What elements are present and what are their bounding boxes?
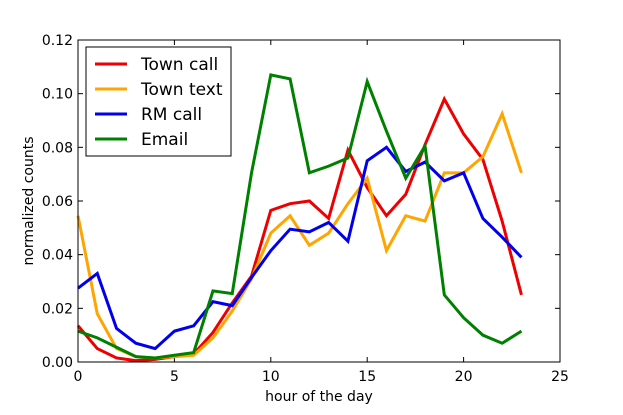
- series-line-rm-call: [77, 145, 523, 351]
- x-axis-label: hour of the day: [265, 389, 373, 405]
- legend: Town call Town text RM call Email: [85, 46, 232, 157]
- series-line-town-call: [76, 95, 523, 363]
- legend-label-town-call: Town call: [140, 55, 218, 75]
- x-tick-label: 15: [358, 369, 376, 385]
- y-tick-label: 0.10: [42, 87, 73, 103]
- y-tick-label: 0.08: [42, 140, 73, 156]
- x-tick-label: 5: [170, 369, 179, 385]
- series-layer: [76, 73, 523, 363]
- y-tick-label: 0.00: [42, 355, 73, 371]
- legend-label-town-text: Town text: [140, 80, 223, 100]
- x-tick-label: 10: [262, 369, 280, 385]
- y-tick-label: 0.02: [42, 301, 73, 317]
- ticks-layer: 0 5 10 15 20 25 0.00 0.02 0.04 0.06 0.08 0.10 0.12: [42, 33, 569, 385]
- x-tick-label: 20: [455, 369, 473, 385]
- x-tick-label: 0: [74, 369, 83, 385]
- plot-frame: [77, 39, 561, 363]
- x-tick-label: 25: [551, 369, 569, 385]
- legend-label-rm-call: RM call: [141, 105, 202, 125]
- y-tick-label: 0.04: [42, 248, 73, 264]
- y-tick-label: 0.12: [42, 33, 73, 49]
- series-line-email: [77, 73, 523, 360]
- y-tick-label: 0.06: [42, 194, 73, 210]
- y-axis-label: normalized counts: [21, 136, 37, 265]
- legend-label-email: Email: [141, 130, 188, 150]
